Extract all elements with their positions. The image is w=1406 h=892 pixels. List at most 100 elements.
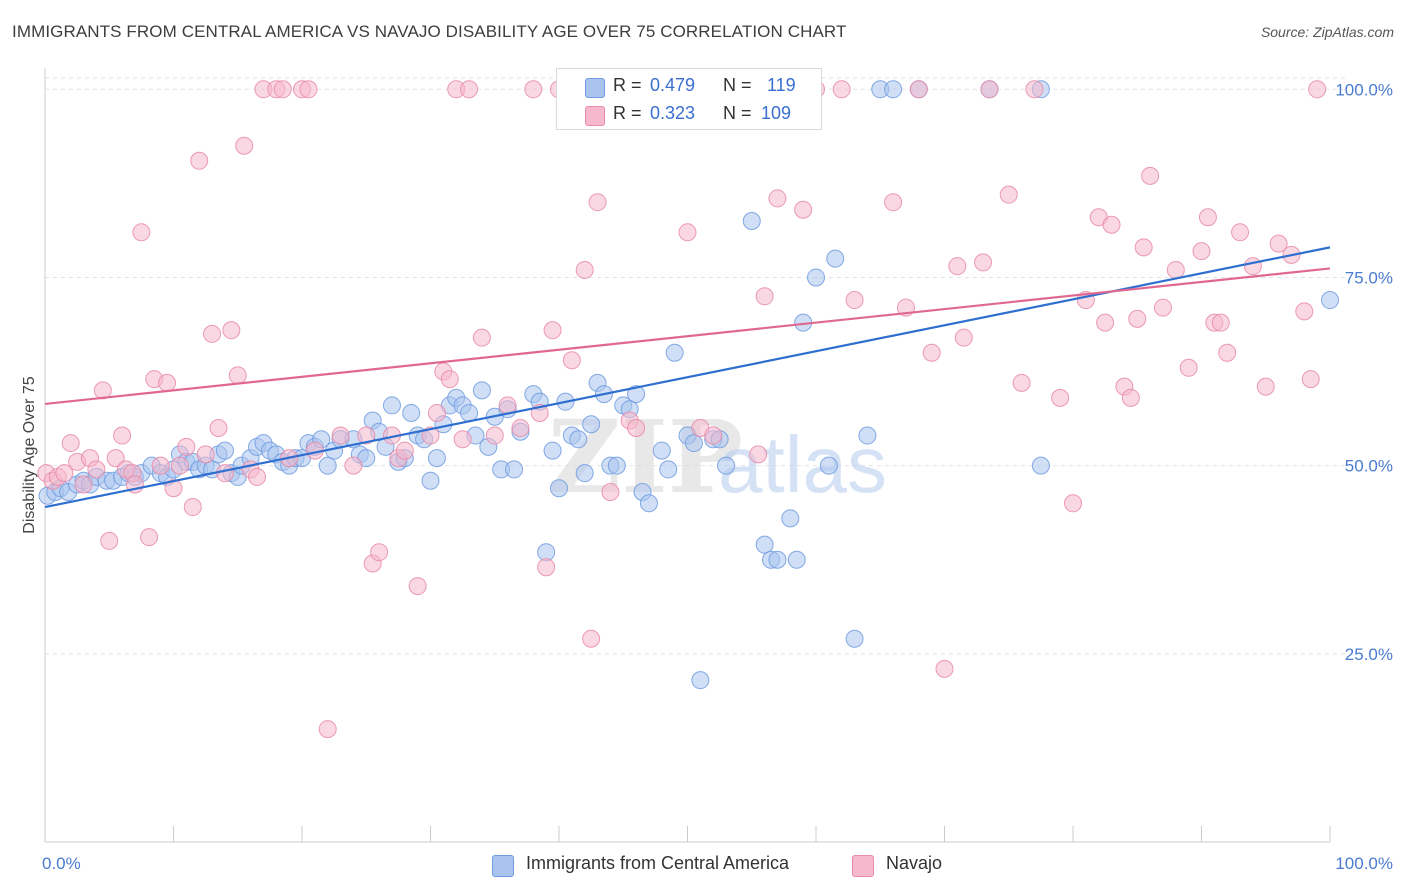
point-navajo	[164, 479, 183, 498]
point-navajo	[1218, 343, 1237, 362]
point-navajo	[562, 351, 581, 370]
point-navajo	[370, 543, 389, 562]
point-navajo	[1243, 257, 1262, 276]
point-navajo	[1153, 298, 1172, 317]
point-immigrants	[826, 249, 845, 268]
point-immigrants	[639, 494, 658, 513]
point-navajo	[151, 456, 170, 475]
point-immigrants	[421, 471, 440, 490]
point-navajo	[344, 456, 363, 475]
legend-swatch-navajo	[852, 855, 874, 877]
point-navajo	[158, 373, 177, 392]
point-navajo	[177, 437, 196, 456]
stats-row-immigrants: R = 0.479 N = 119	[557, 73, 821, 101]
point-navajo	[884, 193, 903, 212]
point-navajo	[440, 370, 459, 389]
point-immigrants	[845, 629, 864, 648]
point-navajo	[601, 482, 620, 501]
point-immigrants	[472, 381, 491, 400]
point-navajo	[537, 558, 556, 577]
grid-lines	[45, 77, 1345, 655]
point-navajo	[1134, 238, 1153, 257]
point-immigrants	[1321, 291, 1339, 310]
point-navajo	[1064, 494, 1082, 513]
point-navajo	[61, 434, 80, 453]
point-navajo	[140, 528, 159, 547]
chart-legend: Immigrants from Central America Navajo	[0, 852, 1406, 878]
point-navajo	[318, 720, 337, 739]
r-value: 0.323	[650, 103, 696, 123]
point-navajo	[1211, 313, 1230, 332]
point-navajo	[524, 80, 543, 99]
x-tick-label: 100.0%	[1335, 854, 1393, 873]
point-navajo	[922, 343, 941, 362]
point-immigrants	[858, 426, 877, 445]
point-navajo	[948, 257, 967, 276]
point-immigrants	[755, 535, 774, 554]
stats-swatch-immigrants	[585, 78, 605, 98]
tick-labels: 25.0% 50.0% 75.0% 100.0% 0.0% 100.0%	[42, 80, 1393, 873]
point-navajo	[582, 629, 601, 648]
legend-swatch-immigrants	[492, 855, 514, 877]
point-immigrants	[569, 430, 588, 449]
point-navajo	[575, 260, 594, 279]
trend-lines	[44, 246, 1331, 509]
n-value: 109	[761, 103, 792, 123]
point-navajo	[1301, 370, 1320, 389]
n-label: N =	[723, 75, 752, 95]
point-navajo	[170, 456, 189, 475]
point-navajo	[248, 467, 267, 486]
stats-row-navajo: R = 0.323 N = 109	[557, 101, 821, 129]
point-navajo	[999, 185, 1018, 204]
r-value: 0.479	[650, 75, 696, 95]
point-navajo	[511, 419, 530, 438]
point-immigrants	[659, 460, 678, 479]
y-axis-label: Disability Age Over 75	[21, 376, 38, 534]
point-immigrants	[505, 460, 524, 479]
point-immigrants	[884, 80, 903, 99]
r-label: R =	[613, 103, 642, 123]
source-label: Source: ZipAtlas.com	[1260, 24, 1394, 40]
point-navajo	[1179, 358, 1198, 377]
point-navajo	[1141, 166, 1160, 185]
point-navajo	[1096, 313, 1115, 332]
point-navajo	[222, 321, 241, 340]
point-navajo	[113, 426, 132, 445]
point-navajo	[228, 366, 247, 385]
point-navajo	[331, 426, 350, 445]
point-immigrants	[543, 441, 562, 460]
point-navajo	[1256, 377, 1275, 396]
point-navajo	[980, 80, 999, 99]
point-navajo	[1295, 302, 1314, 321]
point-navajo	[755, 287, 774, 306]
watermark: ZIP atlas	[548, 398, 887, 516]
y-tick-label: 25.0%	[1345, 645, 1393, 664]
point-navajo	[678, 223, 697, 242]
legend-label-immigrants: Immigrants from Central America	[526, 853, 790, 873]
point-navajo	[954, 328, 973, 347]
point-immigrants	[742, 212, 761, 231]
point-immigrants	[537, 543, 556, 562]
y-tick-label: 75.0%	[1345, 268, 1393, 287]
point-navajo	[1231, 223, 1250, 242]
point-immigrants	[627, 385, 646, 404]
point-navajo	[588, 193, 607, 212]
point-navajo	[704, 426, 723, 445]
trend-line-navajo	[44, 267, 1331, 406]
point-immigrants	[787, 550, 806, 569]
point-navajo	[132, 223, 151, 242]
point-navajo	[1198, 208, 1217, 227]
point-navajo	[845, 291, 864, 310]
point-immigrants	[427, 449, 446, 468]
point-navajo	[794, 200, 813, 219]
point-navajo	[100, 531, 119, 550]
point-immigrants	[684, 434, 703, 453]
x-tick-label: 0.0%	[42, 854, 81, 873]
point-immigrants	[819, 456, 838, 475]
legend-label-navajo: Navajo	[886, 853, 943, 873]
point-navajo	[1166, 260, 1185, 279]
point-navajo	[543, 321, 562, 340]
point-immigrants	[582, 415, 601, 434]
point-navajo	[357, 426, 376, 445]
point-navajo	[1308, 80, 1327, 99]
